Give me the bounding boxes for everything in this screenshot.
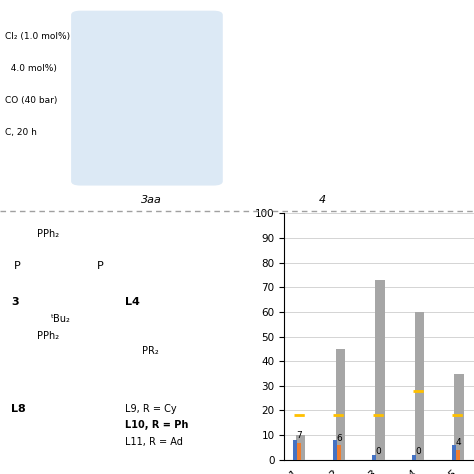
Bar [297, 443, 301, 460]
Bar [455, 374, 464, 460]
Text: L8: L8 [11, 403, 26, 413]
Text: ᵗBu₂: ᵗBu₂ [51, 314, 71, 324]
Text: L4: L4 [125, 297, 140, 307]
Text: 3aa: 3aa [141, 195, 162, 205]
Text: 4.0 mol%): 4.0 mol%) [5, 64, 56, 73]
Text: PPh₂: PPh₂ [37, 229, 59, 239]
Text: CO (40 bar): CO (40 bar) [5, 96, 57, 105]
Bar [415, 312, 424, 460]
FancyBboxPatch shape [71, 10, 223, 185]
Text: L10, R = Ph: L10, R = Ph [125, 420, 189, 430]
Text: 6: 6 [336, 434, 342, 443]
Bar [296, 435, 305, 460]
Text: Cl₂ (1.0 mol%): Cl₂ (1.0 mol%) [5, 32, 70, 41]
Bar [452, 445, 456, 460]
Text: 4: 4 [455, 438, 461, 447]
Text: L9, R = Cy: L9, R = Cy [125, 403, 177, 413]
Text: 0: 0 [415, 447, 421, 456]
Text: P: P [97, 261, 103, 271]
Text: PPh₂: PPh₂ [37, 331, 59, 341]
Bar [375, 280, 385, 460]
Bar [336, 349, 345, 460]
Bar [456, 450, 460, 460]
Bar [293, 440, 297, 460]
Bar [337, 445, 341, 460]
Text: C, 20 h: C, 20 h [5, 128, 36, 137]
Bar [333, 440, 337, 460]
Text: PR₂: PR₂ [142, 346, 159, 356]
Text: 7: 7 [296, 431, 302, 440]
Text: 0: 0 [376, 447, 382, 456]
Text: 4: 4 [319, 195, 326, 205]
Text: L11, R = Ad: L11, R = Ad [125, 438, 183, 447]
Bar [412, 455, 416, 460]
Text: 3: 3 [11, 297, 19, 307]
Bar [373, 455, 376, 460]
Text: P: P [14, 261, 21, 271]
